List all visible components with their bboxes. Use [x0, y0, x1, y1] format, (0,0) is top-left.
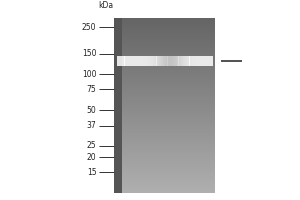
Text: 50: 50 [87, 106, 97, 115]
Text: 20: 20 [87, 153, 97, 162]
Text: 15: 15 [87, 168, 97, 177]
Text: 37: 37 [87, 121, 97, 130]
Text: kDa: kDa [98, 1, 113, 10]
Text: 250: 250 [82, 23, 97, 32]
Text: 75: 75 [87, 85, 97, 94]
Text: 25: 25 [87, 141, 97, 150]
Text: 150: 150 [82, 49, 97, 58]
Text: 100: 100 [82, 70, 97, 79]
